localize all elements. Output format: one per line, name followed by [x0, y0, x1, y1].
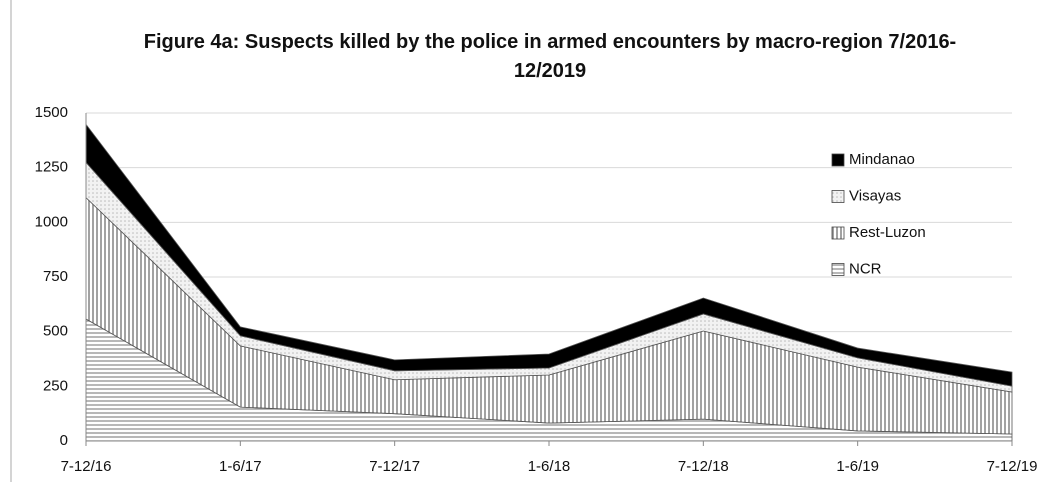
- y-tick-label: 1250: [35, 159, 68, 176]
- y-tick-label: 500: [43, 323, 68, 340]
- y-tick-label: 750: [43, 268, 68, 285]
- legend-swatch: [831, 153, 845, 167]
- legend-label: Visayas: [849, 187, 901, 204]
- legend-swatch: [831, 263, 845, 276]
- x-tick-label: 7-12/19: [987, 458, 1038, 475]
- legend-swatch: [831, 226, 845, 240]
- x-tick-label: 1-6/17: [219, 458, 262, 475]
- x-tick-label: 7-12/18: [678, 458, 729, 475]
- y-tick-label: 1500: [35, 104, 68, 121]
- x-tick-label: 1-6/19: [836, 458, 879, 475]
- area: [85, 123, 1013, 387]
- x-tick-label: 7-12/16: [61, 458, 112, 475]
- chart-title: Figure 4a: Suspects killed by the police…: [143, 31, 957, 82]
- legend-label: Rest-Luzon: [849, 224, 926, 241]
- x-tick-label: 7-12/17: [369, 458, 420, 475]
- y-tick-label: 250: [43, 377, 68, 394]
- y-tick-label: 1000: [35, 213, 68, 230]
- legend-swatch: [831, 190, 845, 203]
- legend-label: Mindanao: [849, 151, 915, 168]
- x-tick-label: 1-6/18: [528, 458, 571, 475]
- legend-label: NCR: [849, 260, 882, 277]
- y-tick-label: 0: [60, 432, 68, 449]
